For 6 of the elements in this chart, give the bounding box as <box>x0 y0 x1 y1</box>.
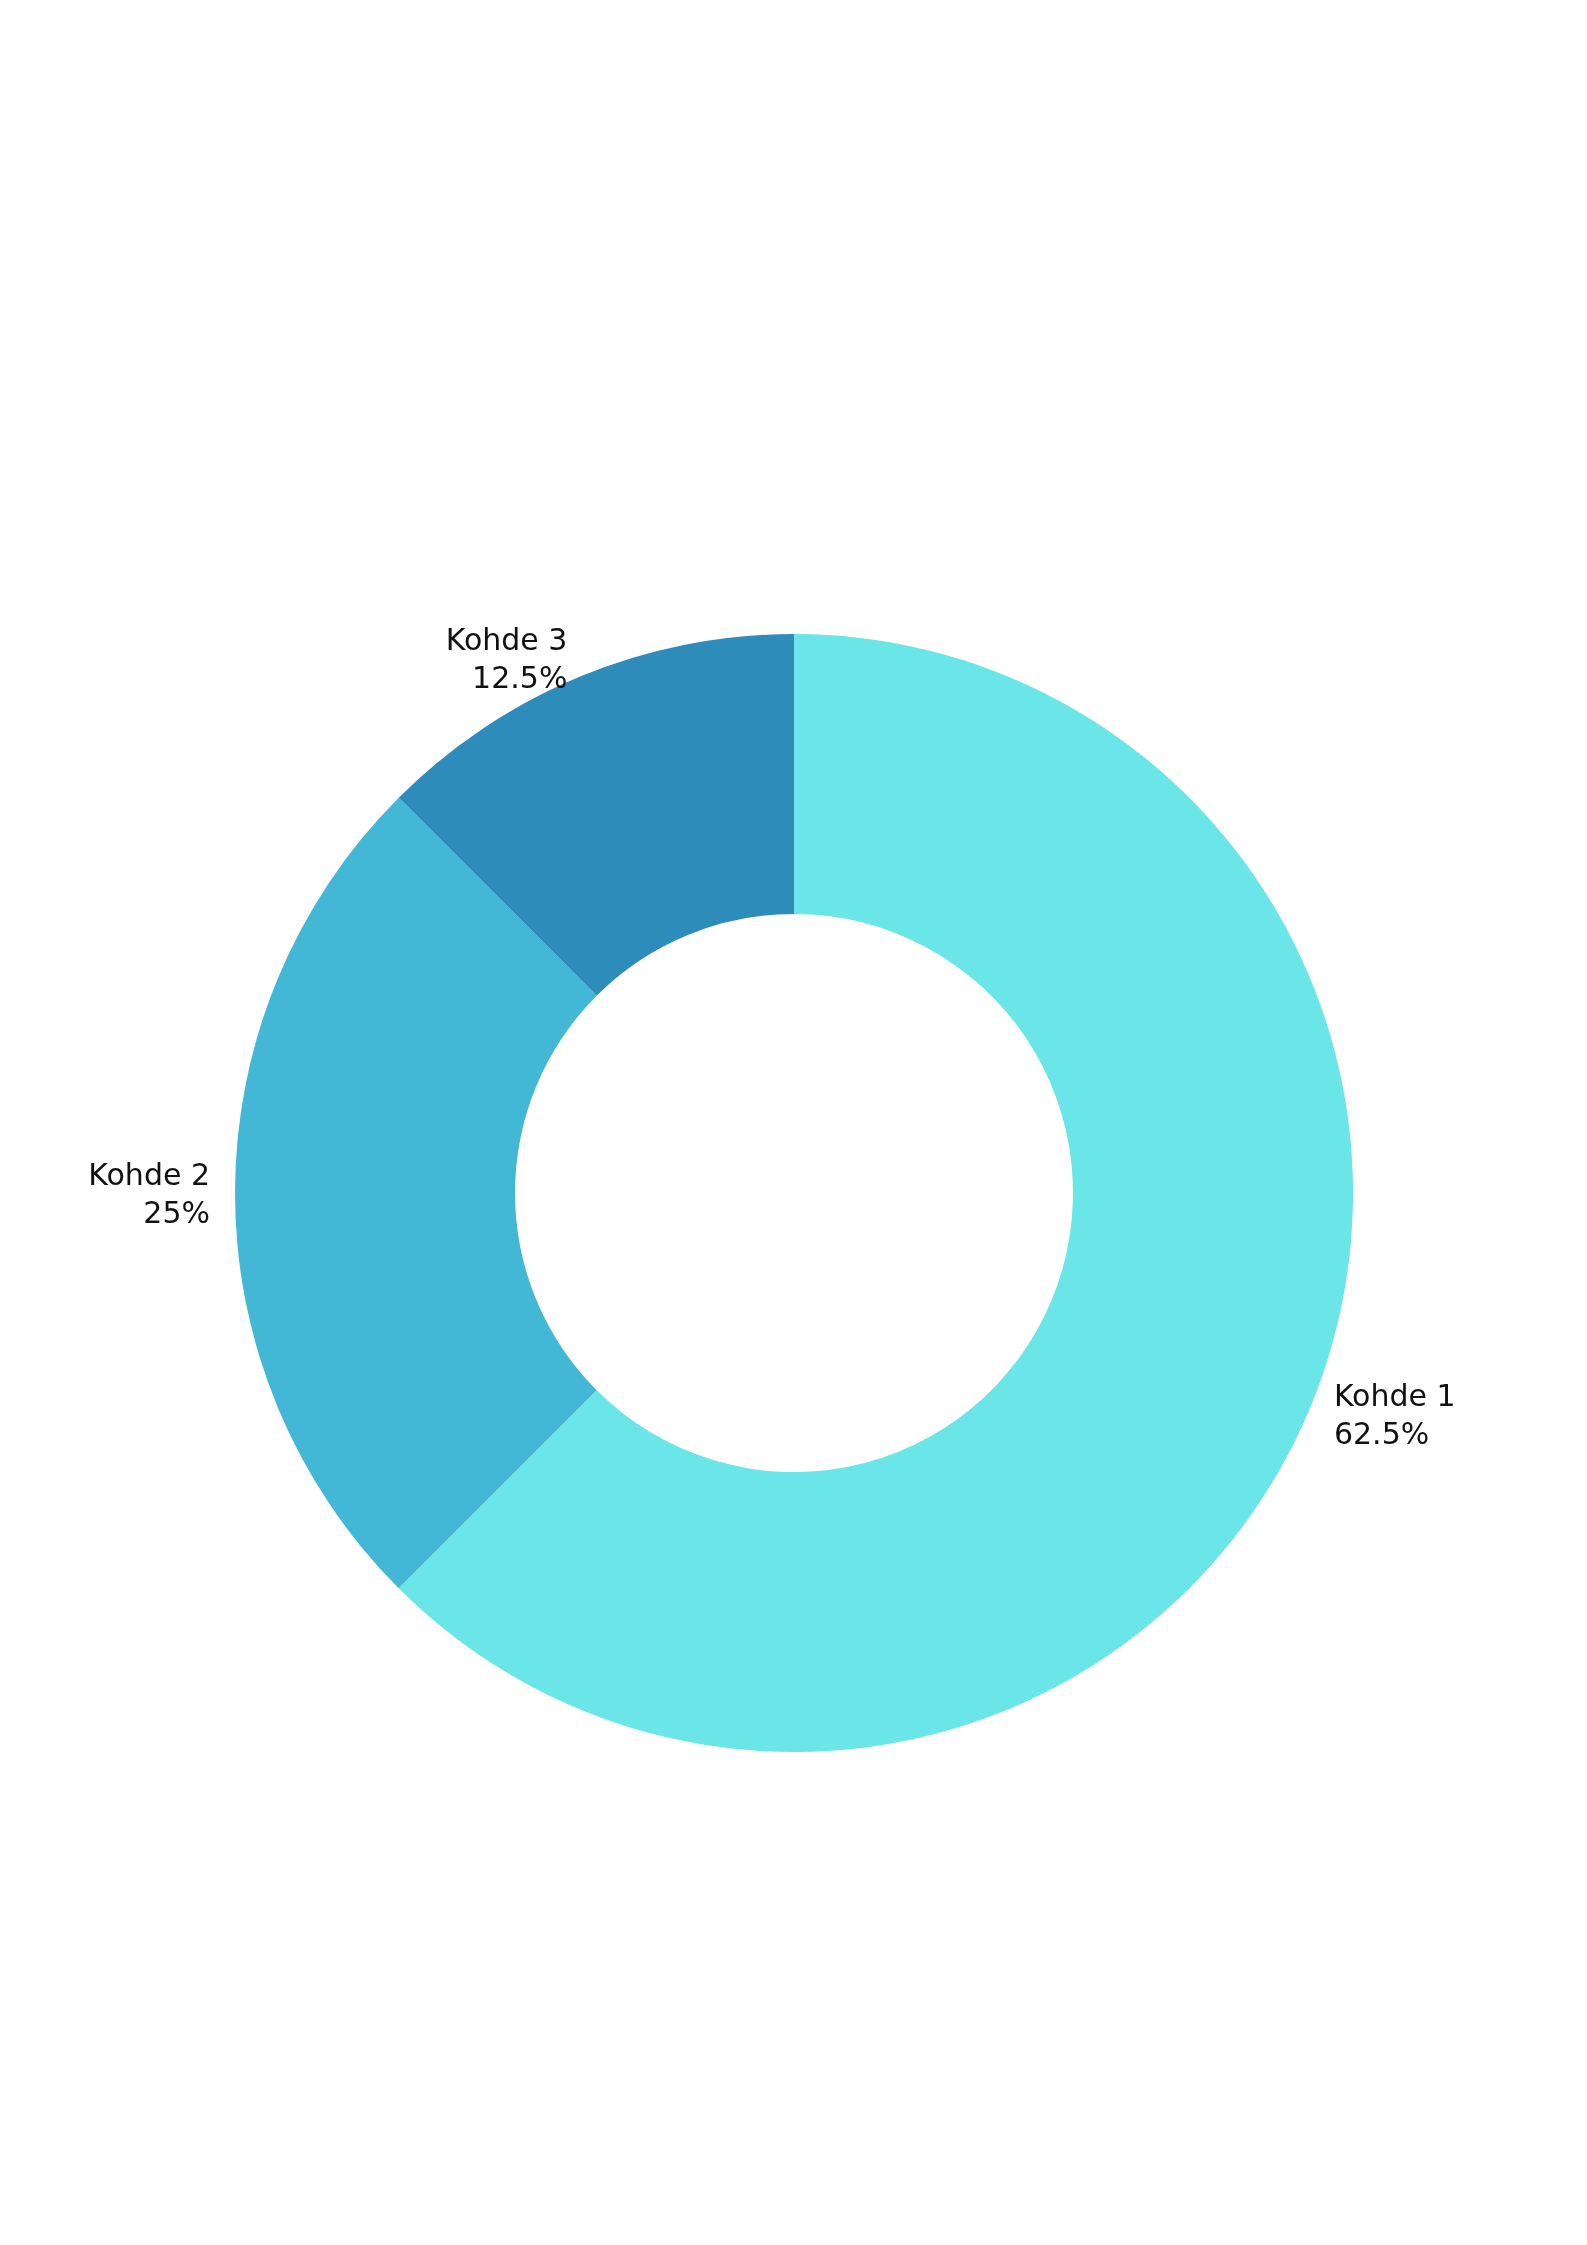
slice-label: Kohde 3 <box>445 621 568 657</box>
slice-label: Kohde 1 <box>1333 1378 1456 1414</box>
slice-label: Kohde 2 <box>88 1156 210 1192</box>
data-label: 25% <box>143 1194 210 1230</box>
data-label: 62.5% <box>1333 1416 1430 1452</box>
data-label: 12.5% <box>472 659 568 695</box>
